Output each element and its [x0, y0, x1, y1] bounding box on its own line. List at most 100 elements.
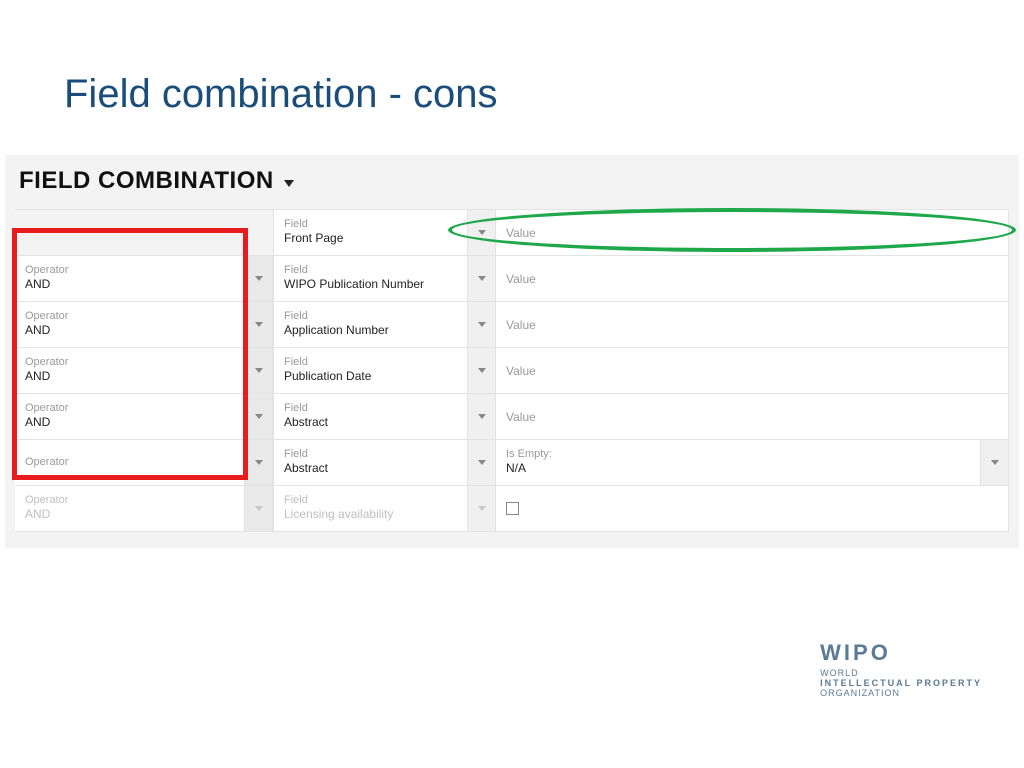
operator-label: Operator [25, 456, 234, 468]
caret-down-icon [255, 414, 263, 419]
value-placeholder: Value [506, 410, 998, 424]
search-row: FieldFront Page Value [15, 210, 1009, 256]
value-cell[interactable] [496, 486, 1009, 531]
field-value: Abstract [284, 461, 457, 477]
field-cell[interactable]: FieldPublication Date [273, 348, 468, 393]
operator-label: Operator [25, 310, 234, 322]
checkbox[interactable] [506, 502, 519, 515]
panel-header[interactable]: FIELD COMBINATION [15, 167, 1009, 195]
field-label: Field [284, 448, 457, 460]
field-dropdown[interactable] [468, 440, 496, 485]
operator-label: Operator [25, 494, 234, 506]
operator-cell[interactable]: OperatorAND [15, 394, 245, 439]
value-cell[interactable]: Value [496, 302, 1009, 347]
search-row: OperatorAND FieldLicensing availability [15, 486, 1009, 532]
operator-label: Operator [25, 402, 234, 414]
value-placeholder: Value [506, 226, 998, 240]
field-dropdown[interactable] [468, 302, 496, 347]
operator-cell[interactable]: OperatorAND [15, 486, 245, 531]
operator-dropdown[interactable] [245, 302, 273, 347]
slide-title: Field combination - cons [64, 72, 498, 117]
field-dropdown[interactable] [468, 394, 496, 439]
caret-down-icon [284, 180, 294, 187]
operator-value: AND [25, 507, 234, 523]
caret-down-icon [255, 460, 263, 465]
field-label: Field [284, 494, 457, 506]
wipo-logo: WIPO WORLD INTELLECTUAL PROPERTY ORGANIZ… [820, 640, 982, 698]
operator-dropdown[interactable] [245, 256, 273, 301]
operator-dropdown[interactable] [245, 348, 273, 393]
caret-down-icon [991, 460, 999, 465]
operator-cell[interactable]: OperatorAND [15, 302, 245, 347]
panel-title: FIELD COMBINATION [19, 167, 274, 195]
operator-label: Operator [25, 264, 234, 276]
value-dropdown[interactable] [981, 440, 1009, 485]
isempty-label: Is Empty: [506, 448, 970, 460]
field-value: Abstract [284, 415, 457, 431]
operator-cell[interactable]: OperatorAND [15, 348, 245, 393]
caret-down-icon [478, 230, 486, 235]
field-dropdown[interactable] [468, 486, 496, 531]
field-cell[interactable]: FieldAbstract [273, 440, 468, 485]
field-cell[interactable]: FieldFront Page [273, 210, 468, 255]
field-label: Field [284, 264, 457, 276]
operator-dropdown[interactable] [245, 486, 273, 531]
operator-cell[interactable]: OperatorAND [15, 256, 245, 301]
field-label: Field [284, 356, 457, 368]
caret-down-icon [478, 506, 486, 511]
search-row: OperatorAND FieldApplication Number Value [15, 302, 1009, 348]
logo-brand: WIPO [820, 640, 982, 666]
caret-down-icon [478, 460, 486, 465]
value-cell[interactable]: Value [496, 210, 1009, 255]
search-row: OperatorAND FieldPublication Date Value [15, 348, 1009, 394]
value-cell[interactable]: Value [496, 256, 1009, 301]
field-label: Field [284, 402, 457, 414]
field-value: Application Number [284, 323, 457, 339]
field-dropdown[interactable] [468, 256, 496, 301]
search-row: Operator FieldAbstract Is Empty:N/A [15, 440, 1009, 486]
logo-line3: ORGANIZATION [820, 688, 982, 698]
value-cell[interactable]: Value [496, 394, 1009, 439]
field-combination-panel: FIELD COMBINATION FieldFront PageValueOp… [5, 155, 1019, 548]
spacer [245, 210, 273, 255]
value-placeholder: Value [506, 318, 998, 332]
operator-value: AND [25, 369, 234, 385]
field-value: Licensing availability [284, 507, 457, 523]
caret-down-icon [478, 368, 486, 373]
isempty-value: N/A [506, 461, 970, 477]
caret-down-icon [255, 322, 263, 327]
field-dropdown[interactable] [468, 210, 496, 255]
field-label: Field [284, 310, 457, 322]
search-row: OperatorAND FieldWIPO Publication Number V… [15, 256, 1009, 302]
caret-down-icon [255, 368, 263, 373]
operator-cell[interactable]: Operator [15, 440, 245, 485]
operator-dropdown[interactable] [245, 440, 273, 485]
caret-down-icon [478, 276, 486, 281]
operator-value: AND [25, 277, 234, 293]
logo-line1: WORLD [820, 668, 982, 678]
caret-down-icon [478, 414, 486, 419]
field-cell[interactable]: FieldWIPO Publication Number [273, 256, 468, 301]
value-placeholder: Value [506, 272, 998, 286]
field-label: Field [284, 218, 457, 230]
operator-dropdown[interactable] [245, 394, 273, 439]
field-dropdown[interactable] [468, 348, 496, 393]
caret-down-icon [255, 506, 263, 511]
search-row: OperatorAND FieldAbstract Value [15, 394, 1009, 440]
field-value: WIPO Publication Number [284, 277, 457, 293]
operator-value: AND [25, 415, 234, 431]
field-cell[interactable]: FieldLicensing availability [273, 486, 468, 531]
operator-label: Operator [25, 356, 234, 368]
field-cell[interactable]: FieldApplication Number [273, 302, 468, 347]
field-value: Publication Date [284, 369, 457, 385]
field-cell[interactable]: FieldAbstract [273, 394, 468, 439]
spacer [15, 210, 245, 255]
value-cell[interactable]: Value [496, 348, 1009, 393]
value-cell[interactable]: Is Empty:N/A [496, 440, 981, 485]
caret-down-icon [255, 276, 263, 281]
logo-line2: INTELLECTUAL PROPERTY [820, 678, 982, 688]
value-placeholder: Value [506, 364, 998, 378]
rows-container: FieldFront PageValueOperatorANDFieldWIPO… [15, 209, 1009, 532]
field-value: Front Page [284, 231, 457, 247]
operator-value: AND [25, 323, 234, 339]
